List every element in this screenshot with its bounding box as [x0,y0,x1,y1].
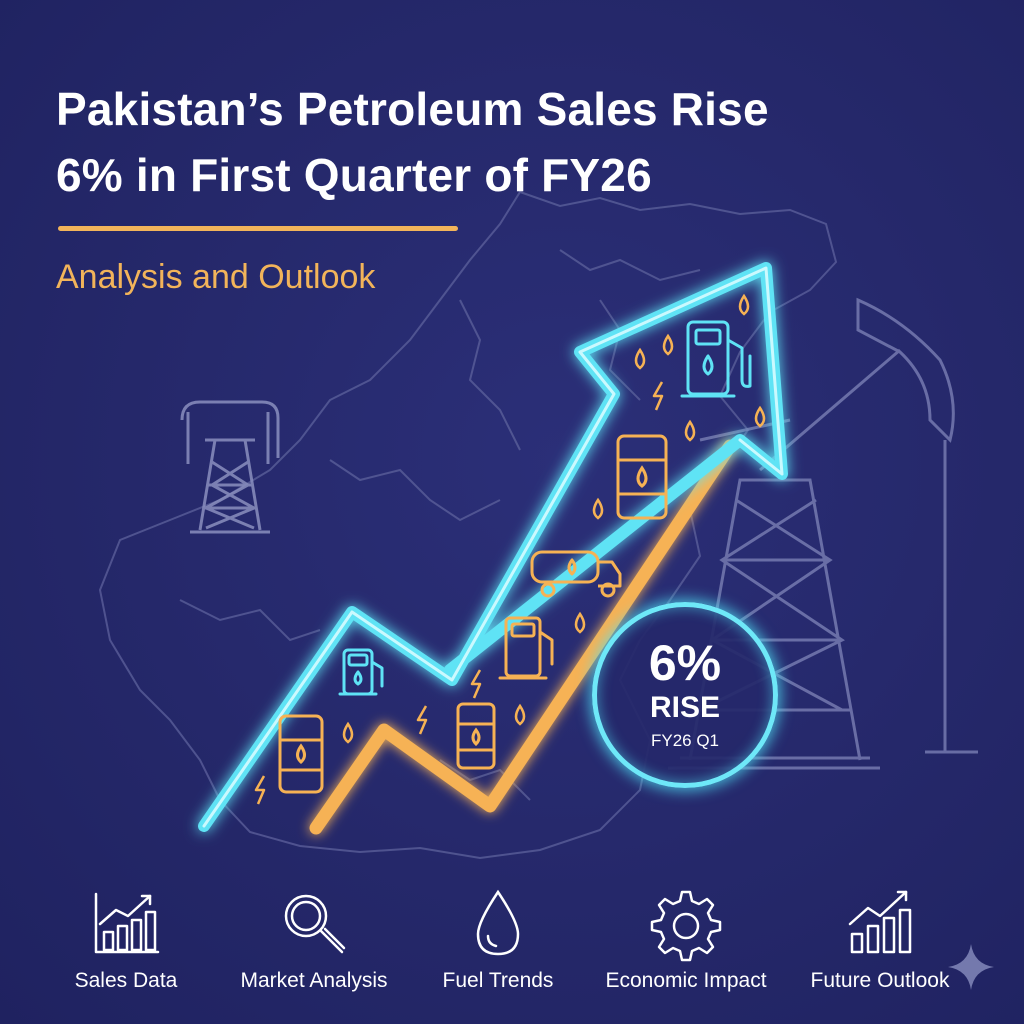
fuel-pump-icon [680,320,752,398]
badge-label: RISE [649,691,721,724]
subtitle: Analysis and Outlook [56,258,376,296]
badge-value: 6% [648,635,722,691]
sparkle-icon [948,944,994,990]
nav-label-future-outlook: Future Outlook [810,969,950,992]
nav-label-fuel-trends: Fuel Trends [442,969,554,992]
oil-barrel-icon [278,714,324,794]
nav-item-sales-data[interactable]: Sales Data [26,872,226,1002]
nav-item-future-outlook[interactable]: Future Outlook [780,872,980,1002]
nav-label-market-analysis: Market Analysis [240,969,388,992]
tanker-truck-icon [530,550,622,598]
oil-droplets [342,293,766,744]
fuel-pump-icon [338,648,384,696]
title-line-2: 6% in First Quarter of FY26 [56,149,652,201]
nav-item-fuel-trends[interactable]: Fuel Trends [398,872,598,1002]
page-title: Pakistan’s Petroleum Sales Rise 6% in Fi… [56,76,976,208]
bar-chart-icon [94,892,160,954]
oil-derrick-icon [180,400,280,534]
title-divider [58,226,458,231]
title-line-1: Pakistan’s Petroleum Sales Rise [56,83,769,135]
nav-label-sales-data: Sales Data [74,969,178,992]
pakistan-map-outline [98,190,838,860]
nav-item-economic-impact[interactable]: Economic Impact [586,872,786,1002]
bottom-nav: Sales Data Market Analysis Fuel Trends [0,872,1024,1012]
droplet-icon [476,889,520,956]
fuel-pump-icon [498,616,554,680]
oil-barrel-icon [616,434,668,520]
badge-period: FY26 Q1 [650,731,720,750]
orange-trend-line [309,439,737,835]
rise-badge: 6% RISE FY26 Q1 [592,602,778,788]
energy-bolt-icons [254,381,664,805]
magnifier-icon [284,894,346,954]
nav-label-economic-impact: Economic Impact [605,969,767,992]
oil-barrel-icon [456,702,496,770]
growth-chart-icon [848,890,912,954]
nav-item-market-analysis[interactable]: Market Analysis [214,872,414,1002]
gear-icon [650,890,722,962]
